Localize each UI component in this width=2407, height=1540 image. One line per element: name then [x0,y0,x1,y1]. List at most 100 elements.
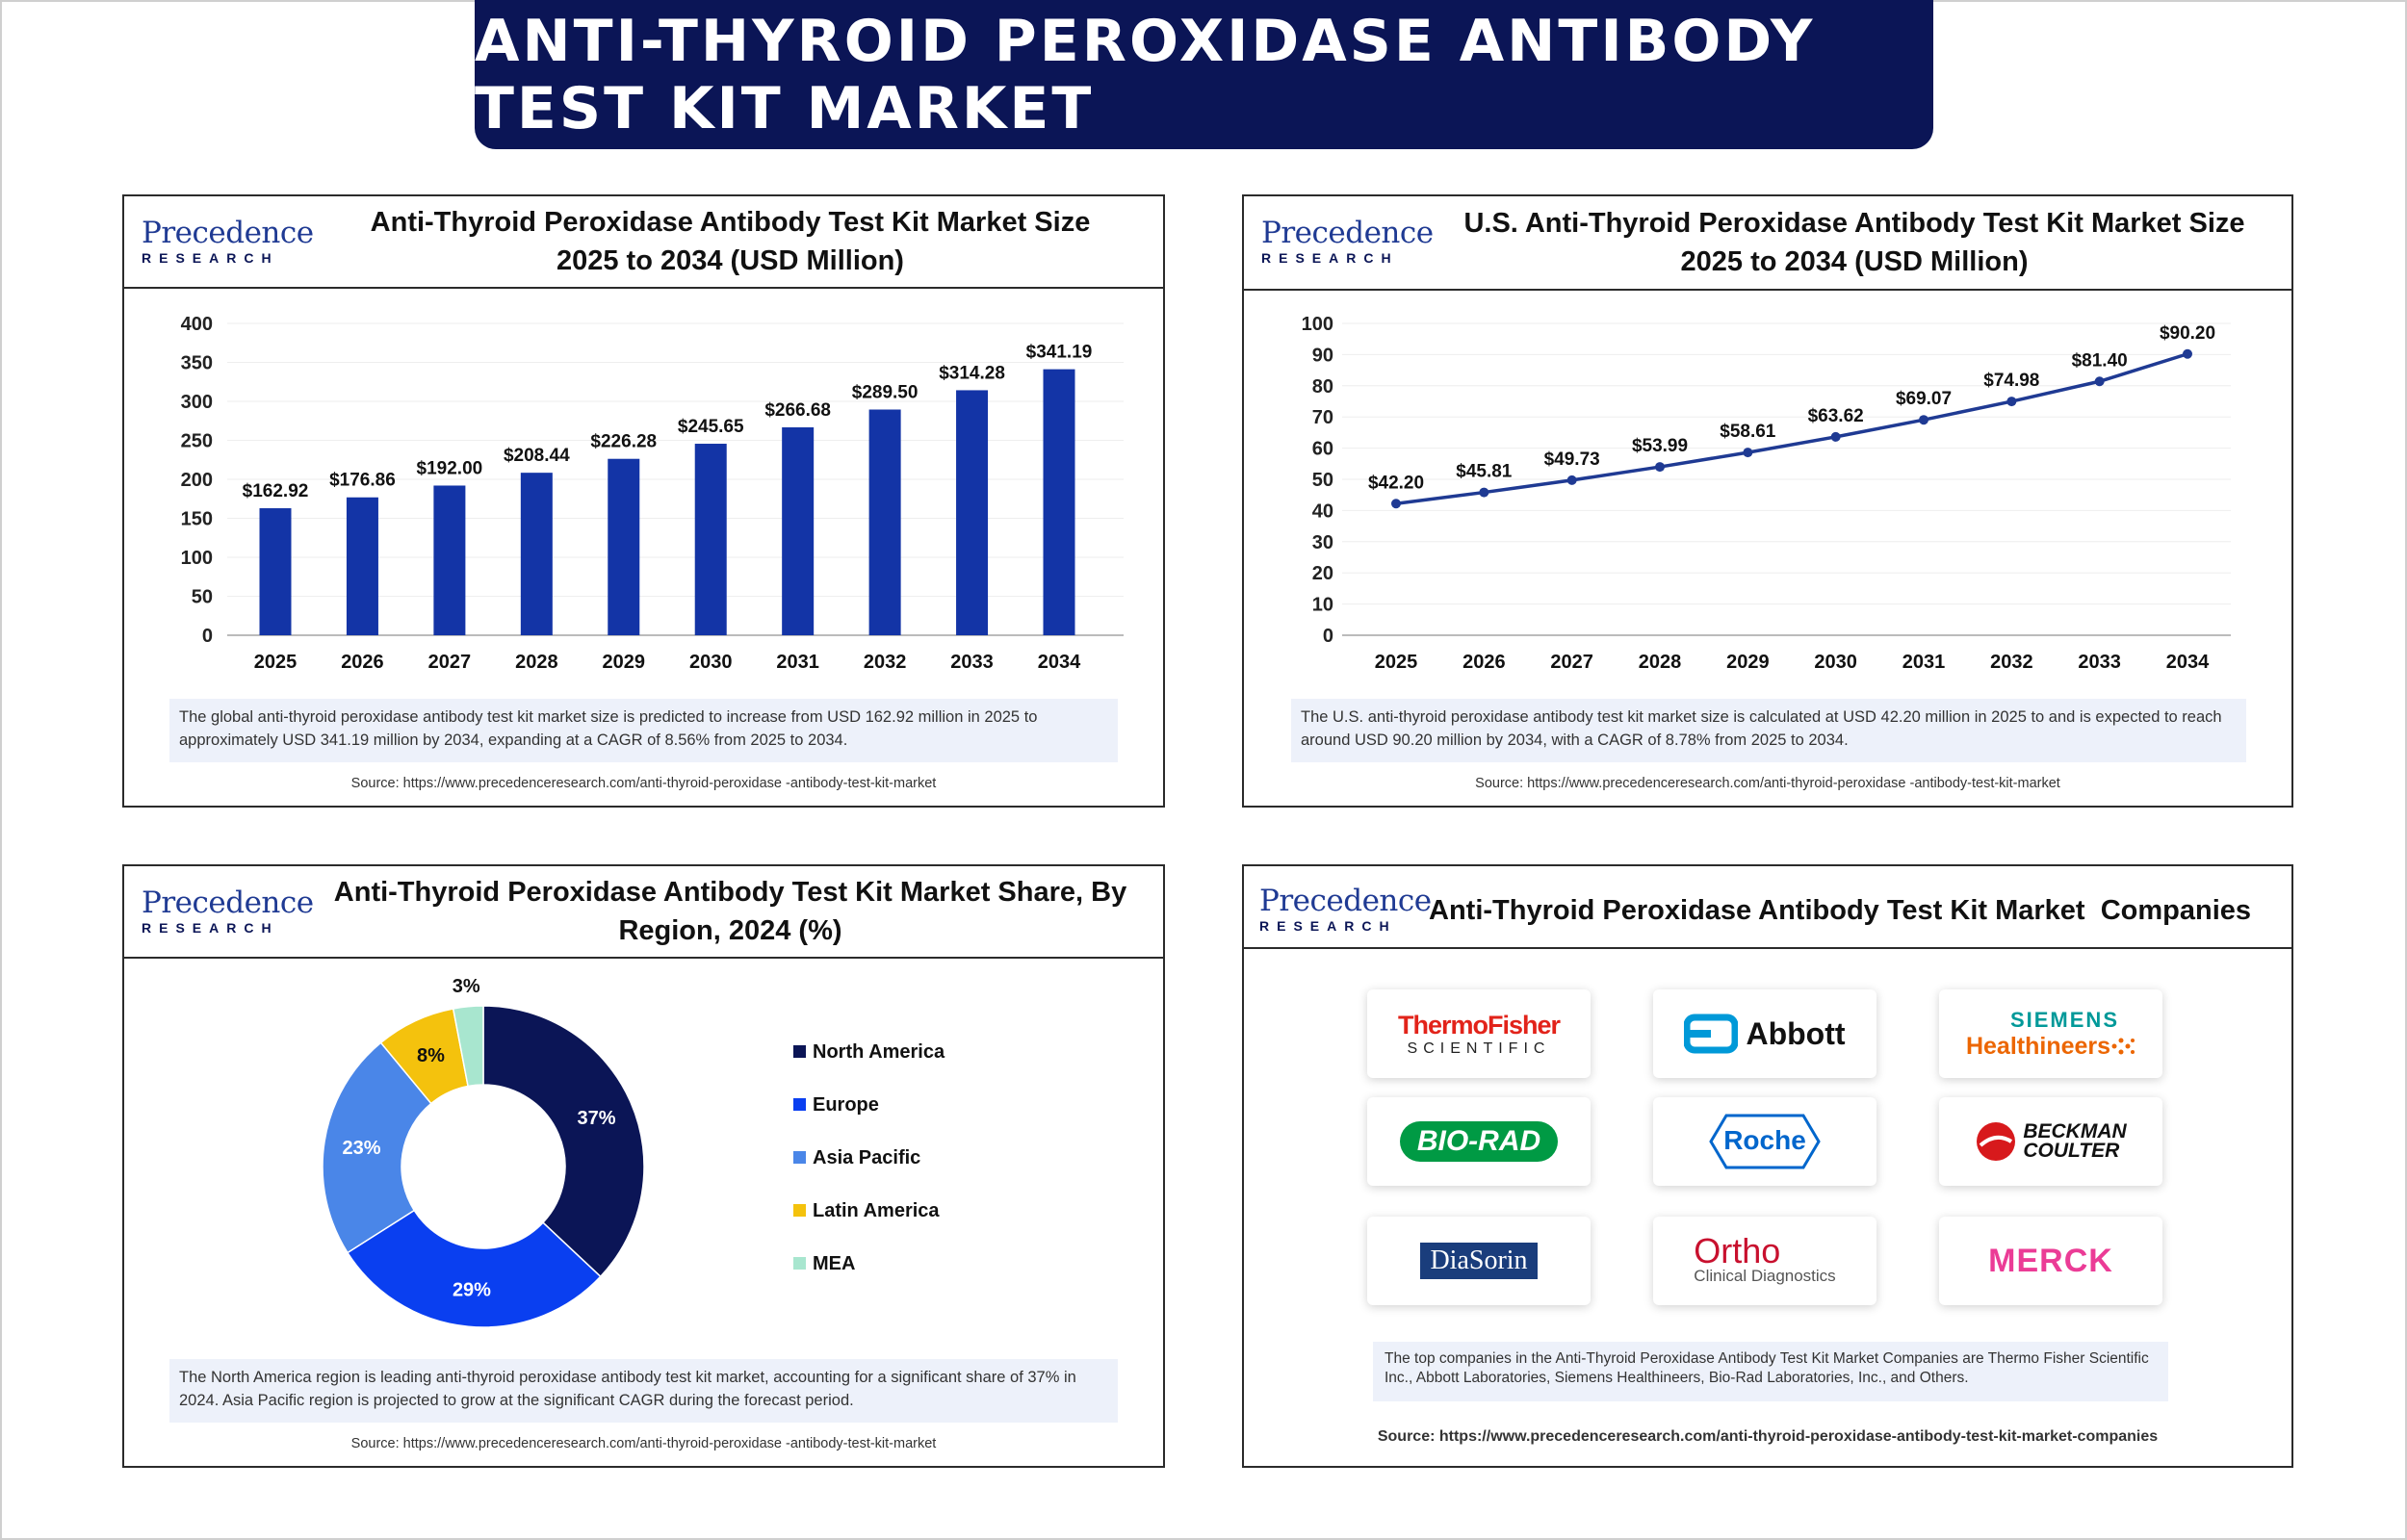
us-line-chart: 0102030405060708090100$42.202025$45.8120… [1302,314,2231,673]
main-title: ANTI-THYROID PEROXIDASE ANTIBODY TEST KI… [475,7,1816,142]
y-tick-label: 30 [1312,532,1333,553]
panel-title: Anti-Thyroid Peroxidase Antibody Test Ki… [317,196,1144,287]
chart-note: The North America region is leading anti… [169,1359,1118,1423]
x-tick-label: 2028 [1639,652,1682,673]
precedence-logo: Precedence RESEARCH [1261,218,1434,275]
x-tick-label: 2031 [1902,652,1946,673]
x-tick-label: 2031 [776,652,819,673]
source-text: Source: https://www.precedenceresearch.c… [350,1436,937,1451]
legend-label: Europe [813,1094,879,1116]
x-tick-label: 2032 [1990,652,2033,673]
x-tick-label: 2034 [1038,652,1081,673]
region-share-panel: Precedence RESEARCH Anti-Thyroid Peroxid… [122,864,1165,1468]
legend-swatch [793,1151,806,1164]
beckman-icon [1977,1122,2016,1161]
x-tick-label: 2027 [1550,652,1593,673]
donut-slice [452,1005,484,1088]
y-tick-label: 50 [192,587,213,608]
data-point [1479,487,1489,498]
panel-title: Anti-Thyroid Peroxidase Antibody Test Ki… [1429,895,2252,926]
ortho-sub: Clinical Diagnostics [1694,1267,1836,1285]
panel-header: Precedence RESEARCH Anti-Thyroid Peroxid… [124,196,1163,289]
beckman-name: BECKMAN [2023,1120,2127,1142]
main-banner: ANTI-THYROID PEROXIDASE ANTIBODY TEST KI… [475,0,1933,149]
x-tick-label: 2033 [950,652,994,673]
y-tick-label: 250 [181,431,213,452]
point-value-label: $81.40 [2072,350,2128,371]
data-point [1743,448,1753,458]
point-value-label: $63.62 [1808,406,1864,426]
y-tick-label: 10 [1312,595,1333,616]
panel-title-line1: Anti-Thyroid Peroxidase Antibody Test Ki… [370,207,1091,238]
bar [956,390,989,635]
siemens-dots-icon [2111,1038,2135,1055]
panel-title-line2: 2025 to 2034 (USD Million) [556,245,904,276]
data-point [1919,415,1928,425]
source-text: Source: https://www.precedenceresearch.c… [1475,776,2060,791]
x-tick-label: 2025 [1375,652,1418,673]
bar-value-label: $266.68 [764,400,831,421]
x-tick-label: 2030 [689,652,733,673]
biorad-logo-card: BIO-RAD [1367,1097,1591,1186]
global-market-panel: Precedence RESEARCH Anti-Thyroid Peroxid… [122,194,1165,808]
point-value-label: $49.73 [1544,449,1600,470]
y-tick-label: 70 [1312,407,1333,428]
y-tick-label: 0 [1323,626,1333,647]
global-bar-chart: 0 50 100 150 200 250 300 350 400 $162.92 2025 $176.… [181,314,1124,673]
siemens-name: SIEMENS [2009,1007,2119,1032]
logo-line1: Precedence [142,216,314,250]
diasorin-logo-card: DiaSorin [1367,1217,1591,1305]
data-point [2183,348,2192,359]
series-line [1395,352,2188,506]
bar [608,458,640,635]
panel-title-line1: U.S. Anti-Thyroid Peroxidase Antibody Te… [1463,208,2245,239]
thermofisher-logo-card: ThermoFisher SCIENTIFIC [1367,989,1591,1078]
data-point [1655,462,1665,473]
source-text: Source: https://www.precedenceresearch.c… [1377,1428,2159,1445]
slice-value-label: 37% [577,1108,615,1129]
thermofisher-name: ThermoFisher [1397,1010,1561,1040]
legend-label: Latin America [813,1200,940,1221]
y-tick-label: 0 [202,626,213,647]
logo-line1: Precedence [1259,884,1432,918]
roche-hexagon-icon [1709,1114,1821,1169]
legend-label: MEA [813,1253,855,1274]
companies-panel: Precedence RESEARCH Anti-Thyroid Peroxid… [1242,864,2293,1468]
x-tick-label: 2029 [603,652,646,673]
point-value-label: $74.98 [1983,371,2039,391]
slice-value-label: 8% [417,1045,445,1066]
x-tick-label: 2027 [428,652,472,673]
donut-slice [482,1005,645,1278]
point-value-label: $42.20 [1368,473,1424,493]
ortho-name: Ortho [1694,1231,1781,1270]
biorad-name: BIO-RAD [1416,1125,1541,1157]
x-tick-label: 2026 [341,652,384,673]
logo-line2: RESEARCH [142,250,279,266]
slice-value-label: 3% [453,976,480,997]
ortho-logo-card: Ortho Clinical Diagnostics [1653,1217,1876,1305]
bar [520,473,553,635]
logo-line2: RESEARCH [1259,918,1397,934]
y-tick-label: 60 [1312,439,1333,460]
x-tick-label: 2034 [2166,652,2210,673]
biorad-badge: BIO-RAD [1399,1121,1559,1162]
donut-slice [346,1209,602,1328]
donut-slice [322,1041,432,1254]
bar-value-label: $176.86 [329,471,396,491]
bar-value-label: $162.92 [243,481,309,501]
data-point [1566,475,1577,485]
siemens-logo-card: SIEMENS Healthineers [1939,989,2162,1078]
y-tick-label: 90 [1312,345,1333,366]
legend-swatch [793,1045,806,1058]
x-tick-label: 2025 [254,652,298,673]
logo-line2: RESEARCH [1261,250,1399,266]
point-value-label: $58.61 [1720,422,1776,442]
panel-title: Anti-Thyroid Peroxidase Antibody Test Ki… [317,866,1144,957]
bar [782,426,815,635]
data-point [1391,499,1401,509]
thermofisher-sub: SCIENTIFIC [1407,1040,1551,1057]
panel-title-line1: Anti-Thyroid Peroxidase Antibody Test Ki… [333,877,1127,908]
legend-swatch [793,1098,806,1111]
bar [259,508,292,635]
x-tick-label: 2026 [1462,652,1506,673]
